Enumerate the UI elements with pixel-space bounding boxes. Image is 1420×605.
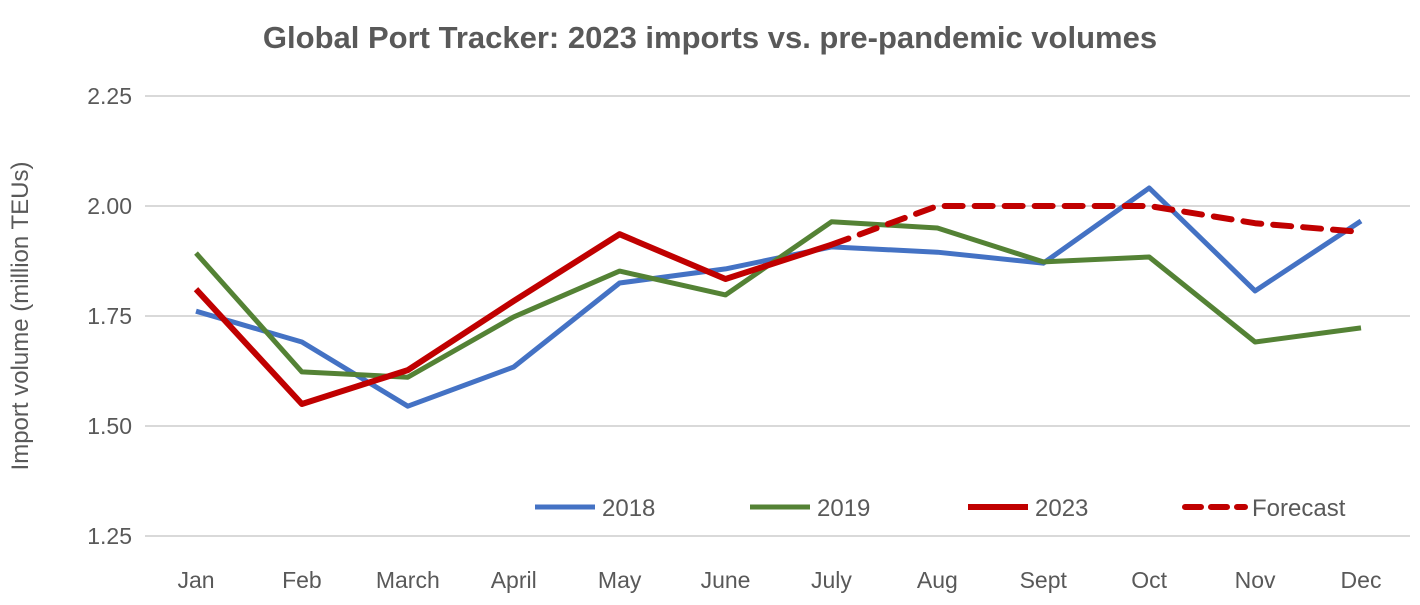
y-tick-label: 1.75 bbox=[87, 303, 132, 329]
chart-title: Global Port Tracker: 2023 imports vs. pr… bbox=[263, 20, 1157, 55]
x-tick-label: Aug bbox=[917, 567, 958, 593]
legend-label-2019: 2019 bbox=[817, 495, 870, 522]
legend-label-forecast: Forecast bbox=[1252, 495, 1346, 522]
y-tick-label: 1.50 bbox=[87, 413, 132, 439]
x-tick-label: Sept bbox=[1020, 567, 1068, 593]
y-tick-label: 2.25 bbox=[87, 83, 132, 109]
x-tick-label: March bbox=[376, 567, 440, 593]
legend-label-2018: 2018 bbox=[602, 495, 655, 522]
x-tick-label: Oct bbox=[1131, 567, 1167, 593]
y-tick-label: 2.00 bbox=[87, 193, 132, 219]
legend-label-2023: 2023 bbox=[1035, 495, 1088, 522]
x-tick-label: Jan bbox=[177, 567, 214, 593]
x-tick-label: Feb bbox=[282, 567, 322, 593]
x-tick-label: July bbox=[811, 567, 852, 593]
x-tick-label: April bbox=[491, 567, 537, 593]
y-tick-label: 1.25 bbox=[87, 523, 132, 549]
x-tick-label: June bbox=[701, 567, 751, 593]
series-line-2019 bbox=[196, 222, 1361, 377]
x-tick-label: Dec bbox=[1341, 567, 1382, 593]
x-tick-label: Nov bbox=[1235, 567, 1276, 593]
y-axis-label: Import volume (million TEUs) bbox=[7, 162, 34, 471]
x-tick-label: May bbox=[598, 567, 642, 593]
